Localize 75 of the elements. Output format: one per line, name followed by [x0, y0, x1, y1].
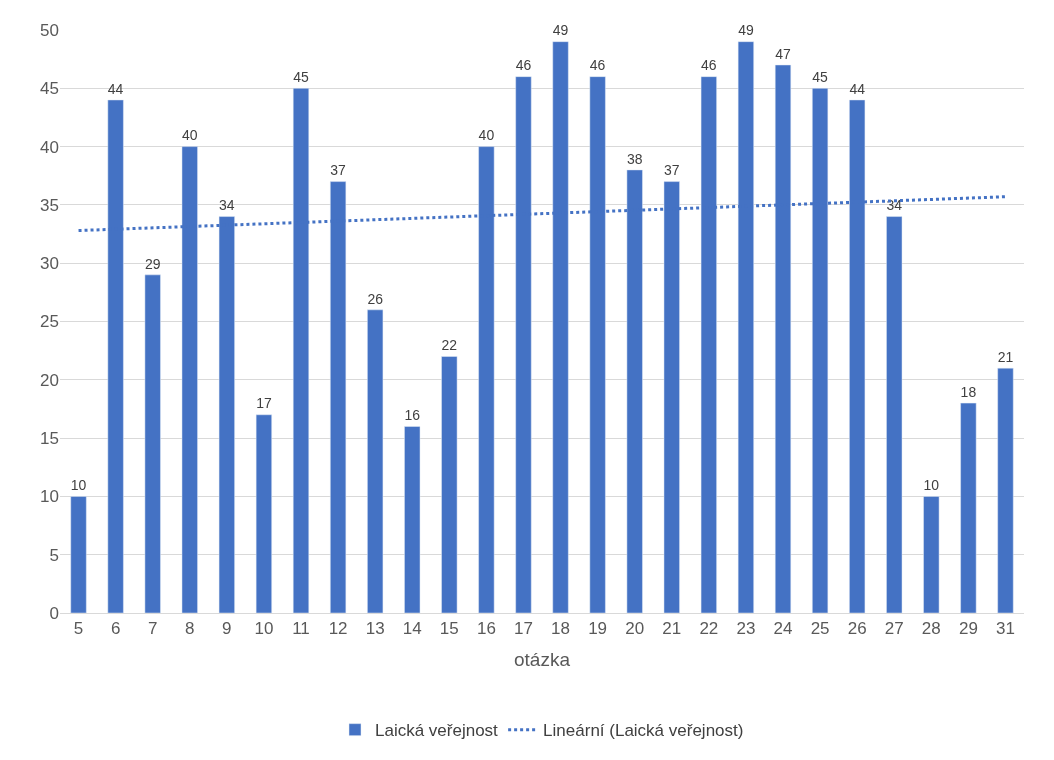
- data-label: 40: [181, 127, 198, 144]
- x-tick-label: 11: [292, 619, 310, 639]
- x-tick-label: 15: [439, 619, 459, 639]
- data-label: 40: [478, 127, 495, 144]
- data-label: 37: [663, 162, 680, 179]
- x-tick-label: 24: [773, 619, 793, 639]
- x-tick-label: 31: [996, 619, 1015, 639]
- x-tick-label: 8: [185, 619, 195, 639]
- y-tick-label: 40: [40, 137, 59, 157]
- y-tick-label: 10: [40, 487, 59, 507]
- y-tick-label: 20: [40, 370, 59, 390]
- y-tick-label: 45: [40, 79, 59, 99]
- data-label: 44: [849, 80, 866, 97]
- y-tick-label: 35: [40, 195, 59, 215]
- data-label: 26: [367, 290, 384, 307]
- data-label: 46: [589, 57, 606, 74]
- data-label: 22: [441, 337, 458, 354]
- x-tick-label: 5: [73, 619, 84, 639]
- y-tick-label: 0: [49, 603, 59, 623]
- data-label: 16: [404, 407, 421, 424]
- data-label: 37: [330, 162, 347, 179]
- x-tick-label: 23: [736, 619, 756, 639]
- x-tick-label: 29: [958, 619, 978, 639]
- data-label: 45: [293, 69, 309, 86]
- data-label: 10: [70, 477, 87, 494]
- x-tick-label: 20: [625, 619, 645, 639]
- x-tick-label: 22: [699, 619, 719, 639]
- bar: [144, 274, 161, 613]
- bar: [997, 367, 1014, 613]
- data-label: 44: [107, 80, 124, 97]
- data-label: 29: [144, 255, 161, 272]
- x-tick-label: 25: [810, 619, 830, 639]
- bar: [923, 496, 940, 613]
- x-tick-label: 6: [110, 619, 121, 639]
- data-label: 38: [626, 150, 643, 167]
- legend-label: Laická veřejnost: [375, 721, 499, 741]
- x-tick-label: 10: [254, 619, 274, 639]
- x-tick-label: 26: [847, 619, 867, 639]
- y-tick-label: 5: [49, 545, 59, 565]
- bar: [404, 426, 421, 613]
- x-tick-label: 18: [551, 619, 570, 639]
- x-tick-label: 21: [662, 619, 682, 639]
- y-tick-label: 50: [40, 20, 59, 40]
- data-label: 47: [775, 45, 791, 62]
- data-label: 46: [515, 57, 532, 74]
- y-tick-label: 25: [40, 312, 59, 332]
- x-tick-label: 27: [884, 619, 904, 639]
- data-label: 49: [552, 22, 569, 39]
- x-tick-label: 28: [921, 619, 941, 639]
- x-axis-title: otázka: [514, 649, 571, 671]
- y-tick-label: 30: [40, 254, 59, 274]
- legend-label: Lineární (Laická veřejnost): [543, 721, 744, 741]
- data-label: 21: [997, 348, 1014, 365]
- data-label: 34: [219, 197, 235, 214]
- y-tick-label: 15: [40, 429, 59, 449]
- x-tick-label: 9: [222, 619, 232, 639]
- bar: [886, 216, 903, 613]
- x-tick-label: 14: [402, 619, 422, 639]
- bar: [70, 496, 87, 613]
- bar: [960, 402, 977, 613]
- bar: [441, 356, 458, 613]
- data-label: 18: [960, 383, 977, 400]
- data-label: 10: [923, 477, 940, 494]
- data-label: 49: [738, 22, 754, 39]
- x-tick-label: 17: [514, 619, 533, 639]
- bar: [255, 414, 272, 613]
- x-tick-label: 7: [147, 619, 158, 639]
- data-label: 46: [701, 57, 717, 74]
- x-tick-label: 16: [476, 619, 496, 639]
- bar: [367, 309, 384, 613]
- x-tick-label: 12: [328, 619, 348, 639]
- data-label: 17: [256, 395, 272, 412]
- x-tick-label: 13: [365, 619, 385, 639]
- x-tick-label: 19: [588, 619, 608, 639]
- data-label: 45: [812, 69, 829, 86]
